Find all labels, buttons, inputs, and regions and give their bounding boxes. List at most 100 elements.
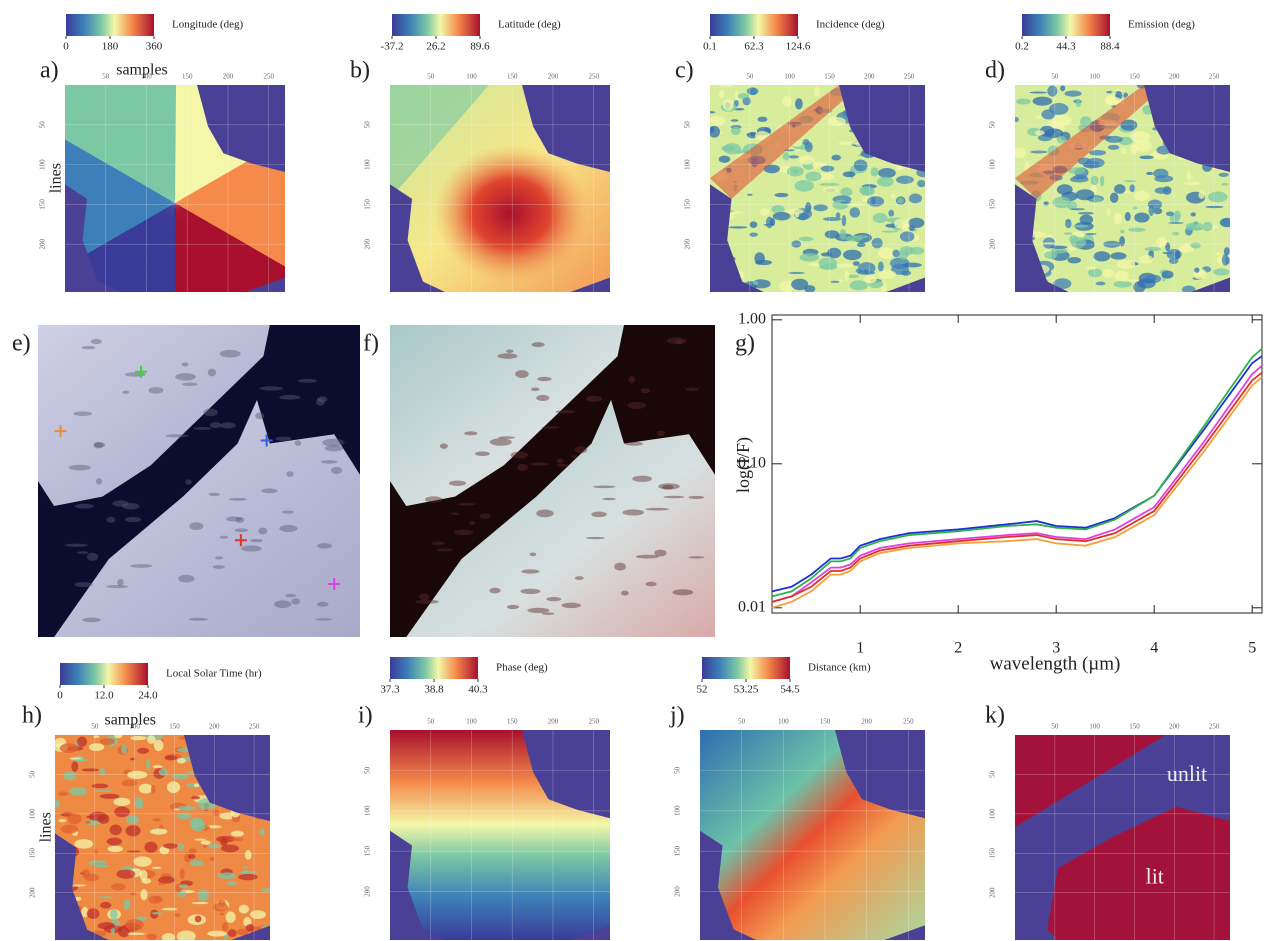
surface-shadow bbox=[315, 398, 325, 406]
map-cell bbox=[1069, 234, 1079, 244]
map-cell bbox=[1220, 217, 1230, 228]
map-cell bbox=[902, 262, 922, 268]
background-region bbox=[710, 184, 764, 292]
map-cell bbox=[1130, 144, 1138, 155]
map-cell bbox=[1084, 233, 1097, 236]
map-cell bbox=[1015, 85, 1166, 199]
map-cell bbox=[177, 757, 186, 764]
surface-shadow bbox=[261, 488, 278, 494]
map-panel bbox=[55, 735, 270, 940]
x-tick-label: 150 bbox=[507, 73, 518, 81]
map-cell bbox=[130, 892, 136, 896]
map-cell bbox=[65, 202, 175, 267]
map-cell bbox=[238, 904, 249, 914]
y-tick-label: 200 bbox=[674, 886, 682, 897]
surface-shadow bbox=[556, 463, 570, 467]
map-cell bbox=[1216, 251, 1222, 256]
y-tick-label: 100 bbox=[29, 808, 37, 819]
surface-shadow bbox=[645, 581, 657, 587]
map-cell bbox=[799, 253, 820, 262]
map-cell bbox=[846, 203, 866, 207]
map-cell bbox=[1120, 148, 1127, 155]
background-region bbox=[390, 830, 445, 940]
map-cell bbox=[1213, 268, 1230, 276]
surface-shadow bbox=[517, 463, 529, 471]
map-cell bbox=[163, 843, 178, 849]
colorbar-tick-label: 12.0 bbox=[94, 690, 114, 702]
panel-letter: k) bbox=[985, 703, 1005, 729]
map-cell bbox=[849, 207, 861, 218]
map-cell bbox=[795, 98, 803, 110]
map-cell bbox=[166, 781, 181, 794]
map-cell bbox=[1162, 274, 1172, 278]
map-cell bbox=[891, 193, 896, 200]
surface-shadow bbox=[654, 549, 667, 557]
map-cell bbox=[1113, 280, 1132, 288]
map-cell bbox=[772, 212, 791, 221]
map-cell bbox=[1106, 207, 1111, 217]
surface-shadow bbox=[439, 443, 448, 449]
y-tick-label: 150 bbox=[989, 848, 997, 859]
surface-shadow bbox=[219, 535, 229, 539]
map-cell bbox=[113, 797, 131, 806]
surface-shadow bbox=[207, 368, 216, 377]
map-cell bbox=[191, 901, 209, 905]
map-cell bbox=[749, 232, 758, 237]
sample-cross bbox=[135, 365, 148, 378]
map-cell bbox=[1032, 96, 1053, 106]
map-cell bbox=[1113, 212, 1123, 225]
x-tick-label: 200 bbox=[864, 73, 875, 81]
surface-shadow bbox=[117, 578, 124, 587]
map-cell bbox=[749, 221, 758, 228]
map-cell bbox=[175, 202, 208, 292]
map-cell bbox=[1137, 278, 1156, 289]
map-cell bbox=[1102, 268, 1115, 278]
map-cell bbox=[177, 805, 196, 811]
surface-shadow bbox=[632, 475, 652, 482]
y-tick-label: 50 bbox=[364, 121, 372, 129]
y-tick-label: 150 bbox=[364, 845, 372, 856]
background-region bbox=[55, 833, 109, 940]
x-axis-label: samples bbox=[116, 62, 168, 79]
map-cell bbox=[718, 155, 731, 163]
map-cell bbox=[827, 117, 846, 127]
surface-shadow bbox=[498, 436, 516, 439]
x-axis-label: samples bbox=[104, 712, 156, 729]
comet-body bbox=[54, 399, 360, 637]
surface-shadow bbox=[529, 552, 537, 557]
surface-shadow bbox=[489, 587, 501, 594]
surface-shadow bbox=[259, 386, 284, 391]
map-cell bbox=[1198, 190, 1205, 199]
x-tick-label: 250 bbox=[1209, 723, 1220, 731]
map-cell bbox=[189, 859, 204, 867]
surface-shadow bbox=[82, 617, 101, 623]
surface-shadow bbox=[279, 395, 301, 400]
map-panel bbox=[1015, 735, 1230, 940]
map-cell bbox=[791, 278, 809, 291]
background-region bbox=[570, 277, 610, 292]
surface-shadow bbox=[541, 426, 560, 429]
map-cell bbox=[1051, 247, 1068, 254]
map-cell bbox=[893, 218, 909, 229]
map-cell bbox=[1053, 278, 1072, 290]
surface-shadow bbox=[530, 387, 540, 392]
map-cell bbox=[259, 828, 265, 836]
surface-shadow bbox=[241, 545, 262, 552]
surface-shadow bbox=[574, 576, 584, 580]
map-cell bbox=[71, 761, 79, 773]
surface-shadow bbox=[521, 569, 540, 574]
colorbar bbox=[702, 657, 790, 679]
spectrum-line bbox=[771, 348, 1263, 598]
surface-shadow bbox=[322, 438, 345, 447]
surface-shadow bbox=[317, 543, 333, 549]
surface-shadow bbox=[546, 596, 562, 602]
y-tick-label: 150 bbox=[989, 199, 997, 210]
map-cell bbox=[908, 217, 925, 229]
map-cell bbox=[1130, 131, 1151, 143]
map-cell bbox=[895, 175, 914, 184]
map-cell bbox=[110, 908, 118, 920]
map-cell bbox=[1202, 221, 1213, 232]
map-cell bbox=[831, 154, 841, 161]
colorbar bbox=[1022, 14, 1110, 36]
map-cell bbox=[1030, 150, 1048, 154]
